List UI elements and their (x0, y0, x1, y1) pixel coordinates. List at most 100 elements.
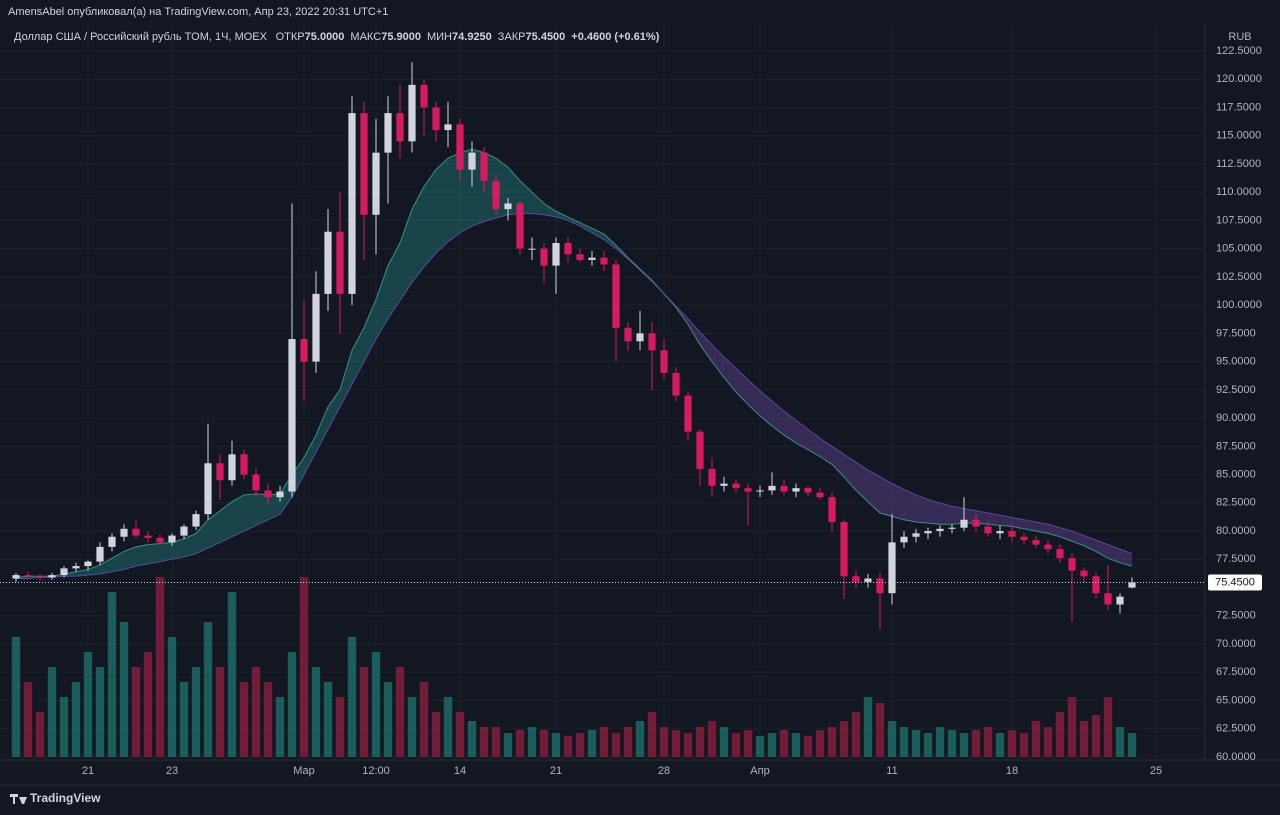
candle-body (480, 152, 488, 181)
candle-body (972, 519, 980, 527)
chart-title: Доллар США / Российский рубль TOM, 1Ч, M… (14, 31, 268, 43)
volume-bar (275, 697, 285, 757)
candle-body (864, 578, 872, 582)
candle-body (1116, 596, 1124, 605)
candle-body (792, 488, 800, 492)
volume-bar (407, 697, 417, 757)
candle-body (84, 561, 92, 567)
volume-bar (659, 727, 669, 757)
candle-body (768, 485, 776, 491)
ribbon-fill (100, 558, 112, 574)
volume-bar (1055, 712, 1065, 757)
volume-bar (731, 733, 741, 757)
volume-bar (203, 622, 213, 757)
ribbon-fill (352, 327, 364, 385)
volume-bar (1091, 715, 1101, 757)
ribbon-fill (532, 192, 544, 215)
candle-body (696, 431, 704, 469)
candle-body (420, 84, 428, 108)
candle-body (96, 546, 104, 562)
ribbon-fill (772, 401, 784, 436)
legend-label: ЗАКР (498, 31, 526, 43)
candle-body (552, 243, 560, 266)
volume-bar (851, 712, 861, 757)
ribbon-fill (448, 152, 460, 242)
candle-body (840, 522, 848, 577)
ribbon-fill (928, 499, 940, 525)
volume-bar (95, 667, 105, 757)
volume-bar (131, 667, 141, 757)
volume-bar (143, 652, 153, 757)
y-tick-label: 65.0000 (1216, 694, 1256, 706)
x-tick-label: 23 (166, 765, 178, 777)
candle-body (192, 514, 200, 527)
ribbon-layer (15, 148, 1133, 580)
volume-bar (491, 727, 501, 757)
candle-body (204, 463, 212, 515)
ribbon-fill (364, 299, 376, 362)
volume-bar (503, 733, 513, 757)
candle-body (312, 293, 320, 362)
legend-label: ОТКР (276, 31, 305, 43)
volume-bar (251, 667, 261, 757)
ribbon-fill (244, 493, 256, 532)
volume-bar (623, 727, 633, 757)
candle-body (12, 575, 20, 579)
ribbon-fill (700, 332, 712, 362)
ribbon-fill (328, 389, 340, 430)
ribbon-fill (184, 533, 196, 558)
y-tick-label: 62.5000 (1216, 723, 1256, 735)
candle-body (732, 483, 740, 489)
ribbon-fill (568, 217, 580, 227)
volume-bar (23, 682, 33, 757)
y-tick-label: 82.5000 (1216, 497, 1256, 509)
volume-bar (611, 733, 621, 757)
ribbon-fill (940, 502, 952, 525)
y-tick-label: 97.5000 (1216, 327, 1256, 339)
candle-body (708, 468, 716, 486)
ribbon-fill (916, 494, 928, 524)
candle-body (600, 257, 608, 265)
volume-bar (515, 730, 525, 757)
y-tick-label: 72.5000 (1216, 610, 1256, 622)
ribbon-fill (556, 211, 568, 221)
candle-body (624, 327, 632, 342)
candle-body (1056, 549, 1064, 559)
candle-body (936, 528, 944, 532)
volume-bar (803, 736, 813, 757)
candle-body (888, 542, 896, 594)
volume-bar (923, 733, 933, 757)
candle-body (1128, 582, 1136, 588)
candle-body (36, 576, 44, 578)
candle-body (276, 491, 284, 498)
ribbon-fill (304, 435, 316, 475)
y-tick-label: 95.0000 (1216, 356, 1256, 368)
y-tick-label: 77.5000 (1216, 553, 1256, 565)
ribbon-fill (1048, 524, 1060, 537)
volume-bar (227, 592, 237, 757)
last-price-label: 75.4500 (1215, 576, 1255, 588)
candle-body (528, 248, 536, 250)
volume-bar (335, 697, 345, 757)
volume-bar (1067, 697, 1077, 757)
candle-body (684, 395, 692, 432)
volume-bar (971, 730, 981, 757)
volume-bar (719, 727, 729, 757)
legend-value: 74.9250 (452, 31, 492, 43)
y-tick-label: 67.5000 (1216, 666, 1256, 678)
y-tick-label: 112.5000 (1216, 158, 1261, 170)
x-tick-label: 18 (1006, 765, 1018, 777)
y-tick-label: 85.0000 (1216, 468, 1256, 480)
legend-value: 75.0000 (305, 31, 345, 43)
candle-body (1008, 531, 1016, 537)
volume-bar (455, 712, 465, 757)
candle-body (168, 535, 176, 543)
candle-body (384, 113, 392, 153)
volume-bar (539, 730, 549, 757)
volume-bar (419, 682, 429, 757)
ribbon-fill (1084, 535, 1096, 552)
ribbon-fill (376, 265, 388, 340)
candle-body (588, 257, 596, 260)
candle-body (960, 519, 968, 528)
